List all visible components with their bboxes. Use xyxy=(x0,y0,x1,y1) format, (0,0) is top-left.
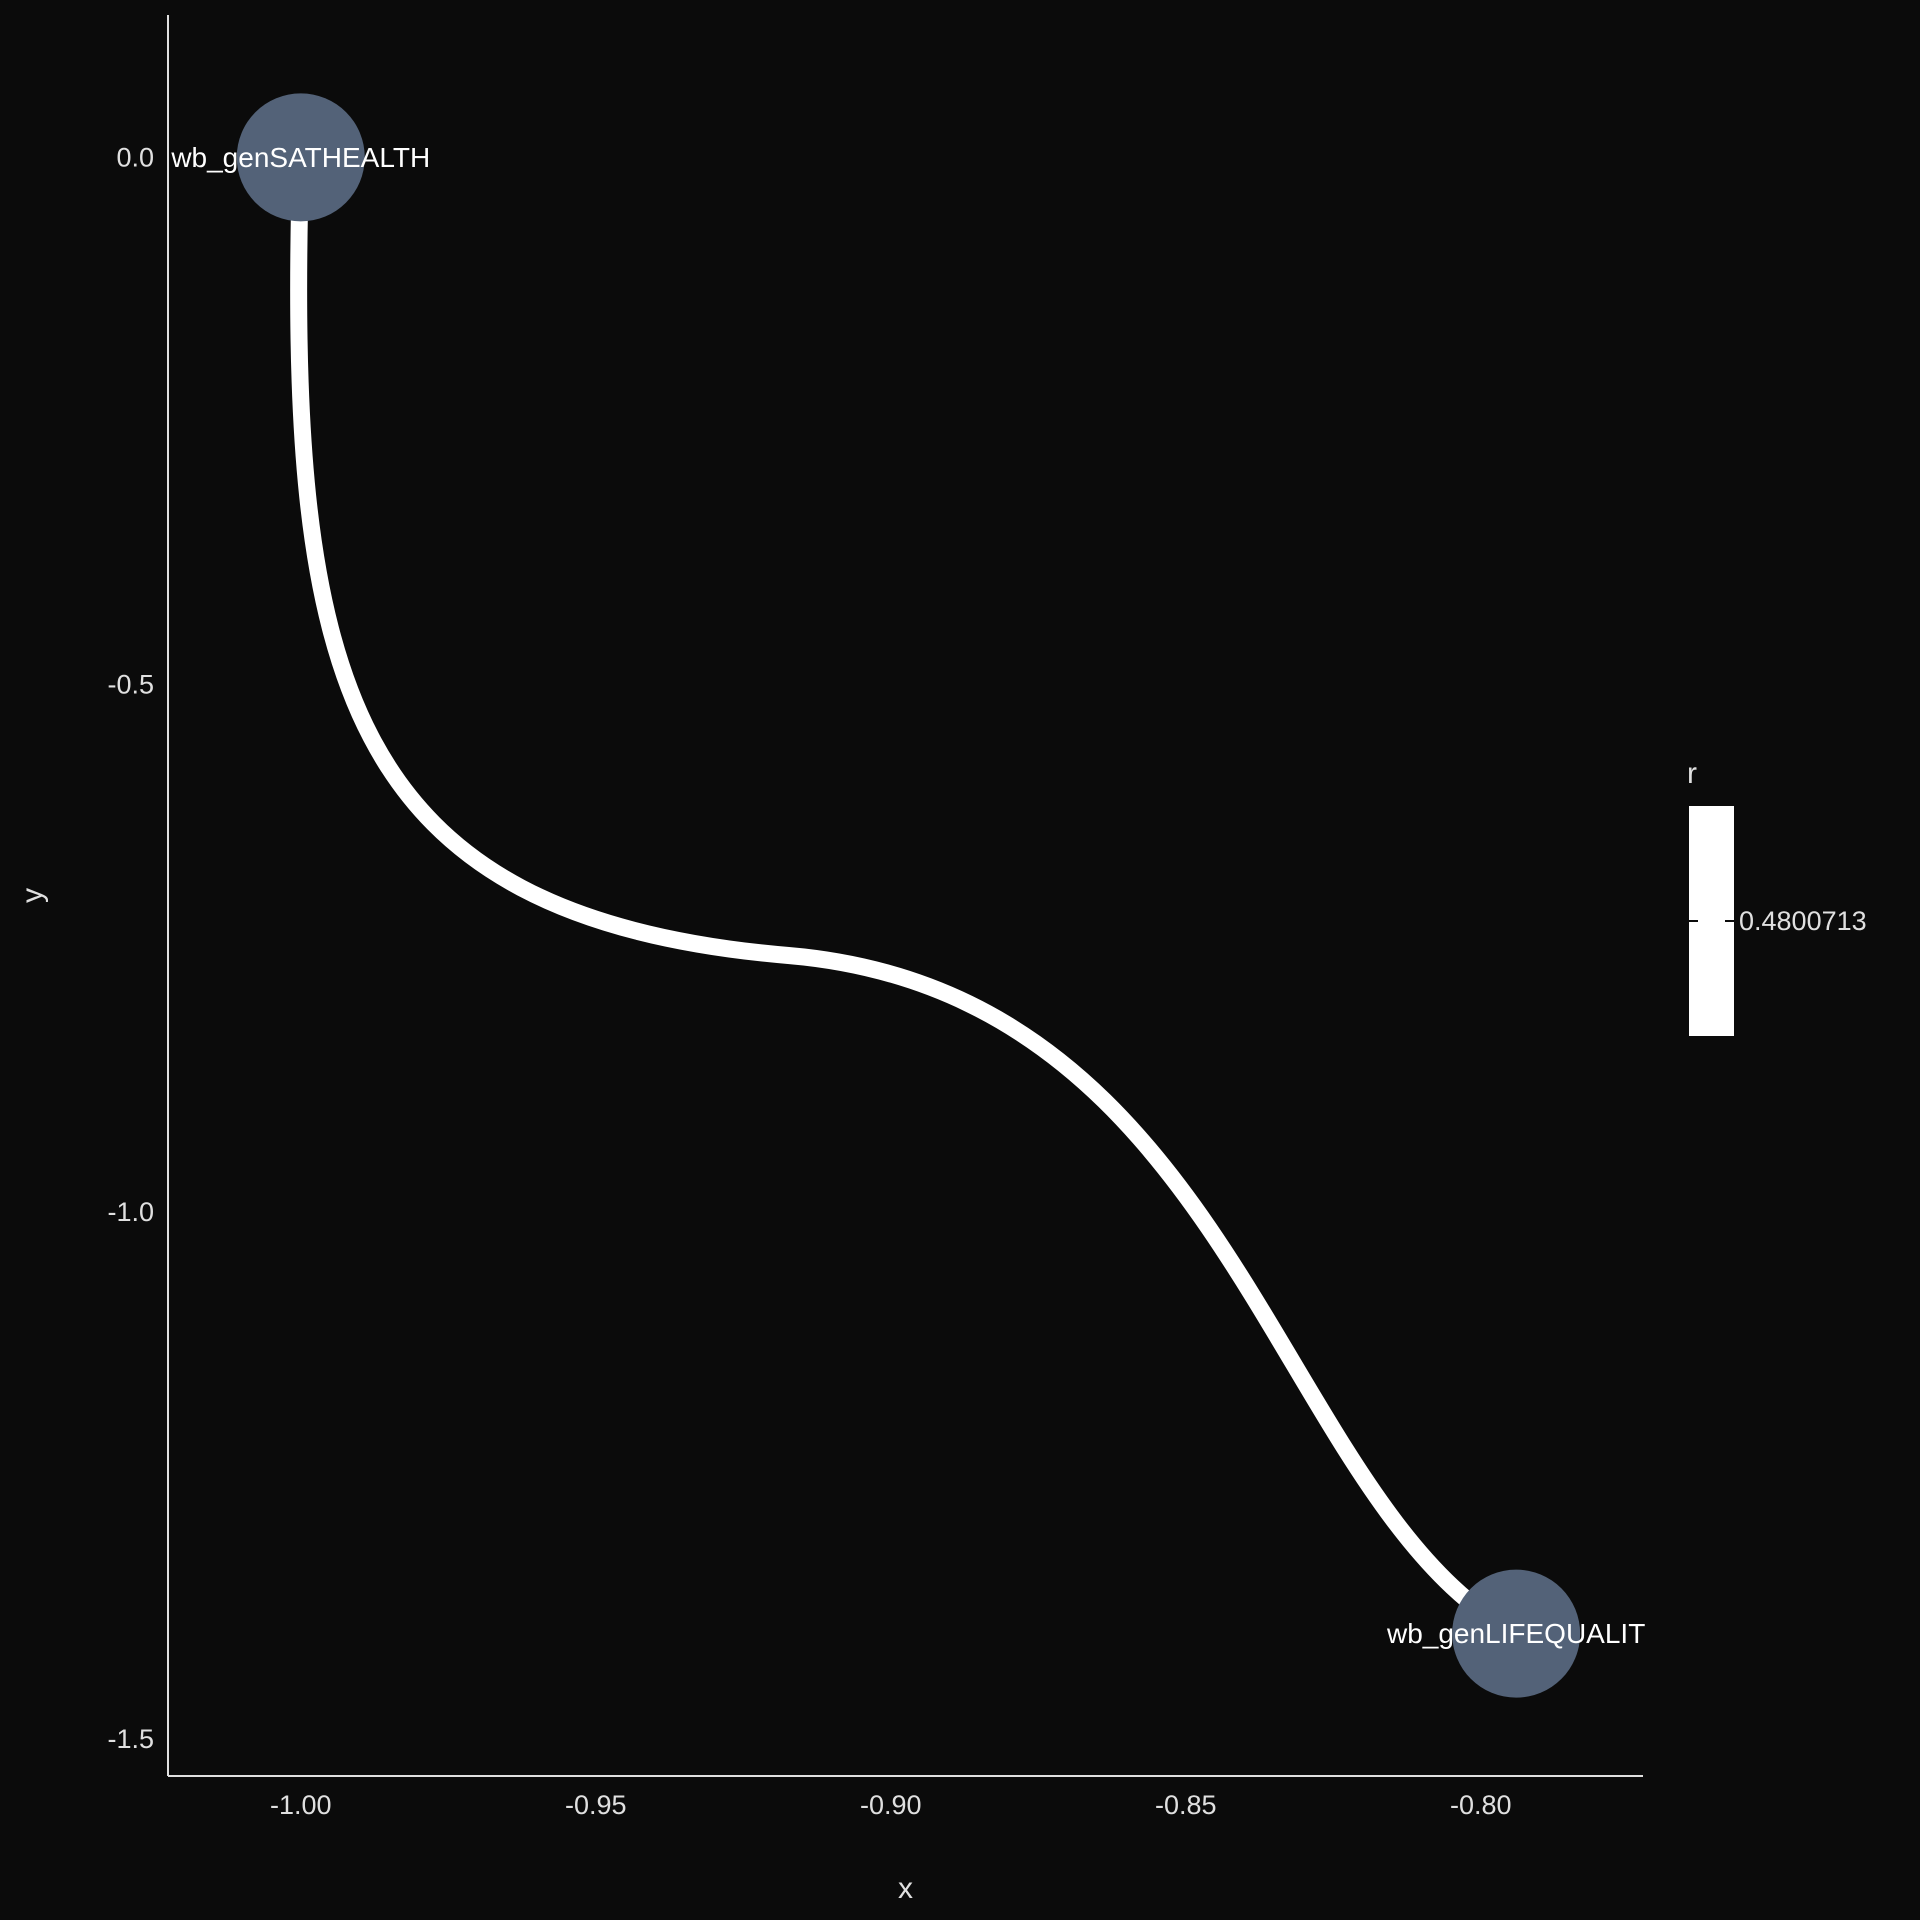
network-node xyxy=(1452,1569,1581,1698)
x-tick-label: -0.80 xyxy=(1450,1790,1512,1820)
x-tick-label: -1.00 xyxy=(270,1790,332,1820)
y-axis-title: y xyxy=(16,888,49,903)
network-node xyxy=(236,93,365,222)
network-edge xyxy=(290,157,1521,1642)
legend-label: 0.4800713 xyxy=(1739,906,1867,936)
x-tick-label: -0.90 xyxy=(860,1790,922,1820)
y-tick-label: -1.0 xyxy=(107,1197,154,1227)
legend-title: r xyxy=(1687,757,1697,790)
x-axis-title: x xyxy=(898,1872,913,1905)
node-label: wb_genLIFEQUALIT xyxy=(1386,1618,1645,1649)
x-tick-label: -0.85 xyxy=(1155,1790,1217,1820)
y-tick-label: 0.0 xyxy=(116,142,154,172)
edge-layer xyxy=(290,157,1521,1642)
y-axis-ticks: 0.0 -0.5 -1.0 -1.5 xyxy=(107,142,154,1754)
x-tick-label: -0.95 xyxy=(565,1790,627,1820)
y-tick-label: -1.5 xyxy=(107,1724,154,1754)
node-layer: wb_genSATHEALTH wb_genLIFEQUALIT xyxy=(170,93,1645,1698)
y-tick-label: -0.5 xyxy=(107,670,154,700)
node-label: wb_genSATHEALTH xyxy=(170,142,430,173)
x-axis-ticks: -1.00 -0.95 -0.90 -0.85 -0.80 xyxy=(270,1790,1512,1820)
legend: r 0.4800713 xyxy=(1687,757,1867,1036)
